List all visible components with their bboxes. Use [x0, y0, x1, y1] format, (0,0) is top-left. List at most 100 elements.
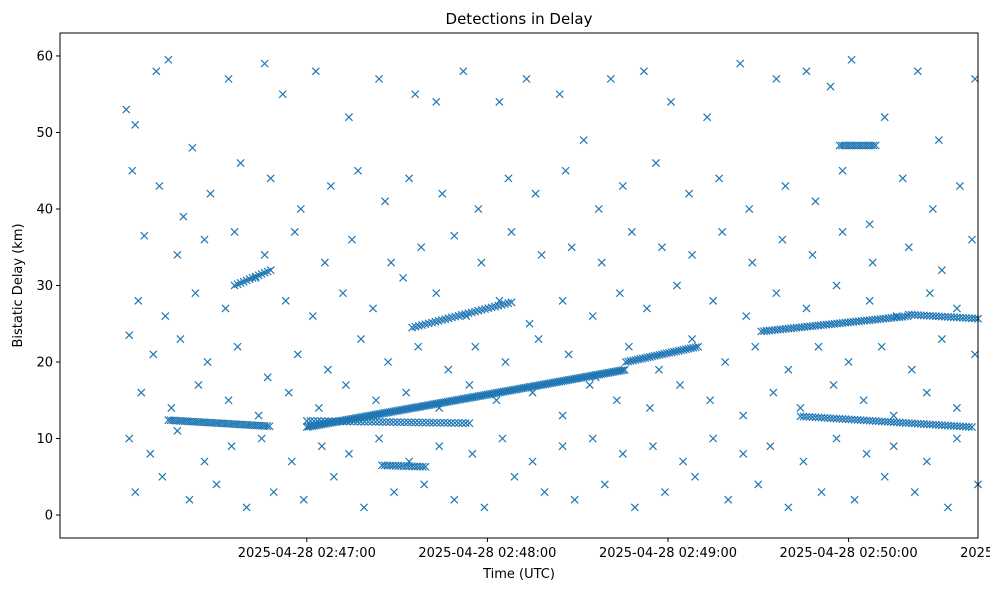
- detection-point: [537, 250, 546, 259]
- marker-layer: [122, 55, 983, 512]
- detection-point: [405, 457, 414, 466]
- detection-point: [808, 250, 817, 259]
- detection-point: [943, 312, 952, 321]
- detection-point: [934, 136, 943, 145]
- detection-point: [970, 350, 980, 359]
- y-tick-label: 20: [36, 356, 53, 371]
- detection-point: [477, 258, 486, 267]
- detection-point: [399, 273, 408, 282]
- chart-title: Detections in Delay: [446, 10, 593, 28]
- detection-point: [344, 113, 353, 122]
- detection-point: [630, 503, 639, 512]
- detection-point: [814, 342, 823, 351]
- detection-point: [868, 258, 877, 267]
- detection-point: [961, 313, 970, 322]
- detection-point: [910, 310, 919, 319]
- detection-point: [669, 347, 679, 356]
- detection-point: [411, 418, 420, 427]
- detection-point: [937, 335, 946, 344]
- detection-point: [438, 189, 447, 198]
- detection-point: [742, 312, 751, 321]
- detection-point: [317, 442, 326, 451]
- detection-point: [627, 227, 636, 236]
- detection-point: [454, 419, 463, 428]
- detection-point: [838, 166, 847, 175]
- detection-point: [799, 457, 808, 466]
- detection-point: [254, 411, 263, 420]
- detection-point: [260, 59, 269, 68]
- detection-point: [802, 304, 811, 313]
- detection-point: [686, 344, 695, 353]
- detection-point: [418, 462, 427, 471]
- detection-point: [179, 212, 188, 221]
- detection-point: [206, 189, 215, 198]
- detection-point: [326, 182, 335, 191]
- detection-point: [314, 403, 323, 412]
- detection-point: [414, 418, 423, 427]
- y-tick-label: 30: [36, 279, 53, 294]
- detection-point: [654, 365, 663, 374]
- x-axis-label: Time (UTC): [482, 567, 555, 582]
- detection-point: [567, 243, 576, 252]
- detection-point: [907, 310, 916, 319]
- detection-point: [212, 480, 221, 489]
- detection-point: [385, 418, 394, 427]
- detection-point: [688, 335, 697, 344]
- detection-point: [629, 356, 638, 365]
- detection-point: [636, 354, 645, 363]
- detection-point: [931, 312, 940, 321]
- detection-point: [865, 220, 874, 229]
- detection-point: [967, 235, 977, 244]
- detection-point: [784, 503, 793, 512]
- detection-point: [221, 304, 230, 313]
- detection-point: [802, 67, 811, 76]
- detection-point: [435, 442, 444, 451]
- detection-point: [146, 449, 155, 458]
- detection-point: [324, 417, 333, 426]
- detection-point: [570, 495, 579, 504]
- detection-point: [306, 416, 315, 426]
- detection-point: [371, 417, 380, 426]
- detection-point: [618, 366, 627, 375]
- detection-point: [925, 311, 934, 320]
- detection-point: [534, 335, 543, 344]
- detection-point: [955, 182, 964, 191]
- detection-point: [862, 449, 871, 458]
- detection-point: [718, 227, 727, 236]
- detection-point: [691, 343, 700, 352]
- detection-point: [227, 442, 236, 451]
- detection-point: [329, 472, 338, 481]
- detection-point: [367, 417, 376, 426]
- detection-point: [631, 355, 640, 364]
- detection-point: [739, 449, 748, 458]
- detection-point: [811, 197, 820, 206]
- x-tick-label: 2025-04-28 02:49:00: [599, 546, 737, 561]
- detection-point: [152, 67, 161, 76]
- detection-point: [724, 495, 733, 504]
- detection-point: [672, 347, 681, 356]
- detection-point: [411, 90, 420, 99]
- detection-point: [889, 411, 898, 420]
- detection-point: [558, 296, 567, 305]
- detection-point: [461, 419, 470, 428]
- detection-point: [281, 296, 290, 305]
- detection-point: [338, 417, 347, 426]
- y-axis-ticks: 0 10 20 30 40 50 60: [36, 49, 60, 524]
- x-axis-ticks: 2025-04-28 02:47:00 2025-04-28 02:48:00 20…: [238, 538, 990, 561]
- detection-point: [450, 231, 459, 240]
- detection-point: [641, 353, 650, 362]
- detection-point: [892, 312, 901, 321]
- detection-point: [667, 348, 676, 357]
- detection-point: [869, 141, 878, 150]
- detection-point: [122, 105, 131, 114]
- detection-point: [865, 296, 874, 305]
- detection-point: [925, 289, 934, 298]
- detection-point: [528, 388, 537, 397]
- detection-point: [510, 472, 519, 481]
- detection-point: [796, 403, 805, 412]
- detection-point: [421, 462, 430, 471]
- detection-point: [679, 345, 688, 354]
- detection-point: [639, 67, 648, 76]
- detection-point: [372, 396, 381, 405]
- detection-point: [155, 182, 164, 191]
